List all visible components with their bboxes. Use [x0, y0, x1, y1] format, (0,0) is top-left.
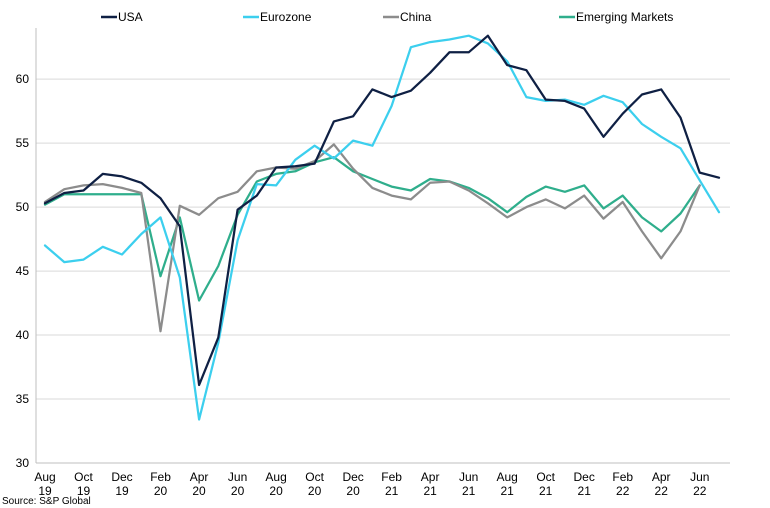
x-tick-label-year: 21 [462, 484, 476, 498]
x-tick-label-year: 21 [423, 484, 437, 498]
x-tick-label-year: 19 [38, 484, 52, 498]
x-tick-label-year: 22 [616, 484, 630, 498]
x-tick-label-year: 21 [500, 484, 514, 498]
gridlines [36, 78, 730, 400]
x-tick-label-month: Dec [574, 470, 595, 484]
x-tick-label-month: Apr [652, 470, 671, 484]
x-tick-label-month: Aug [496, 470, 517, 484]
x-tick-label-year: 21 [385, 484, 399, 498]
x-tick-label-month: Jun [690, 470, 709, 484]
x-tick-label-month: Oct [74, 470, 93, 484]
x-tick-label-month: Aug [265, 470, 286, 484]
x-tick-label-month: Feb [381, 470, 402, 484]
legend-label: USA [118, 10, 143, 24]
x-tick-label-year: 20 [346, 484, 360, 498]
x-tick-label-month: Oct [536, 470, 555, 484]
x-axis-ticks: Aug19Oct19Dec19Feb20Apr20Jun20Aug20Oct20… [34, 470, 709, 498]
x-tick-label-year: 22 [655, 484, 669, 498]
x-tick-label-month: Apr [190, 470, 209, 484]
x-tick-label-year: 20 [231, 484, 245, 498]
x-tick-label-month: Dec [111, 470, 132, 484]
x-tick-label-year: 22 [693, 484, 707, 498]
series-line-emerging-markets [43, 156, 701, 302]
x-tick-label-year: 20 [154, 484, 168, 498]
x-tick-label-month: Feb [612, 470, 633, 484]
legend-label: Eurozone [260, 10, 312, 24]
x-tick-label-year: 19 [77, 484, 91, 498]
series-line-china [43, 143, 701, 333]
y-tick-label: 45 [16, 264, 30, 278]
legend-label: Emerging Markets [576, 10, 673, 24]
y-tick-label: 40 [16, 328, 30, 342]
x-tick-label-month: Jun [459, 470, 478, 484]
series-lines [43, 34, 721, 421]
axes [35, 28, 730, 464]
x-tick-label-month: Jun [228, 470, 247, 484]
x-tick-label-year: 20 [192, 484, 206, 498]
x-tick-label-month: Apr [421, 470, 440, 484]
x-tick-label-year: 20 [269, 484, 283, 498]
source-note: Source: S&P Global [2, 496, 91, 507]
legend: USA Eurozone China Emerging Markets [101, 10, 673, 24]
x-tick-label-month: Feb [150, 470, 171, 484]
y-axis-ticks: 30 35 40 45 50 55 60 [16, 72, 30, 470]
series-line-usa [43, 34, 721, 387]
x-tick-label-year: 20 [308, 484, 322, 498]
x-tick-label-month: Oct [305, 470, 324, 484]
y-tick-label: 55 [16, 136, 30, 150]
series-line-eurozone [43, 34, 721, 421]
x-tick-label-year: 21 [578, 484, 592, 498]
y-tick-label: 60 [16, 72, 30, 86]
x-tick-label-month: Dec [342, 470, 363, 484]
y-tick-label: 50 [16, 200, 30, 214]
legend-label: China [400, 10, 432, 24]
x-tick-label-year: 19 [115, 484, 129, 498]
y-tick-label: 30 [16, 456, 30, 470]
x-tick-label-year: 21 [539, 484, 553, 498]
x-tick-label-month: Aug [34, 470, 55, 484]
y-tick-label: 35 [16, 392, 30, 406]
